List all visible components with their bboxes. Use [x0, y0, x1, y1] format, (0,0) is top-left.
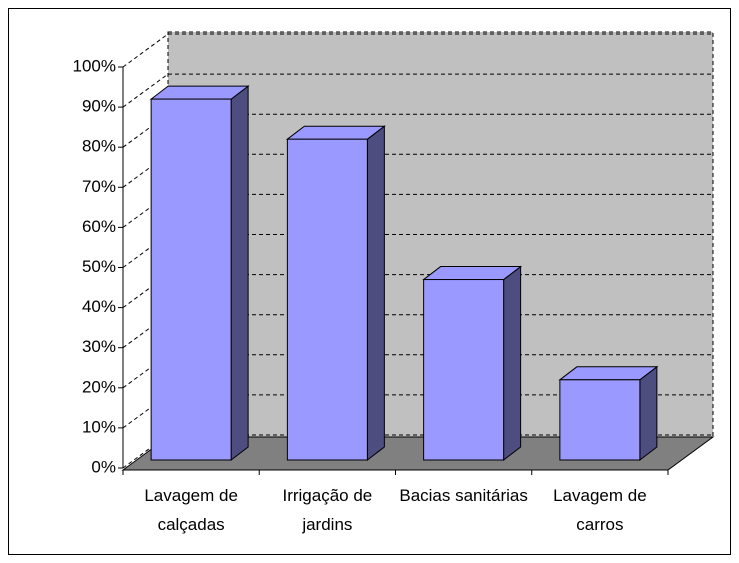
- y-tick-label: 80%: [82, 137, 116, 156]
- chart-border: [8, 8, 731, 555]
- y-tick-label: 10%: [82, 417, 116, 436]
- bar: [150, 98, 232, 461]
- y-tick-label: 70%: [82, 177, 116, 196]
- grid-line-side: [122, 153, 169, 188]
- x-tick-label: Lavagem de carros: [553, 486, 647, 534]
- grid-line-side: [122, 274, 169, 309]
- x-tick-label: Bacias sanitárias: [399, 486, 528, 505]
- bar: [559, 379, 641, 461]
- grid-line-side: [122, 394, 169, 429]
- bar-top: [422, 266, 523, 281]
- y-tick-label: 40%: [82, 297, 116, 316]
- bar-top: [149, 85, 250, 100]
- bar-side: [230, 85, 249, 462]
- bar: [286, 138, 368, 461]
- y-tick-label: 50%: [82, 257, 116, 276]
- bar: [423, 279, 505, 461]
- grid-line-side: [122, 354, 169, 389]
- grid-line-side: [122, 73, 169, 108]
- bar-side: [639, 365, 658, 462]
- grid-line-side: [122, 234, 169, 268]
- y-tick-label: 20%: [82, 377, 116, 396]
- bar-side: [503, 265, 522, 462]
- bar-side: [366, 125, 385, 462]
- y-tick-label: 0%: [91, 457, 116, 476]
- grid-line-side: [122, 434, 169, 469]
- x-tick-label: Irrigação de jardins: [282, 486, 373, 534]
- y-tick-label: 100%: [73, 56, 116, 75]
- x-tick-label: Lavagem de calçadas: [144, 486, 238, 534]
- bar-top: [285, 125, 386, 140]
- bar-top: [558, 366, 659, 381]
- grid-line-side: [122, 193, 169, 228]
- grid-line-side: [122, 33, 169, 68]
- grid-line-side: [122, 113, 169, 148]
- y-tick-label: 30%: [82, 337, 116, 356]
- y-tick-label: 90%: [82, 97, 116, 116]
- y-tick-label: 60%: [82, 217, 116, 236]
- grid-line-side: [122, 314, 169, 349]
